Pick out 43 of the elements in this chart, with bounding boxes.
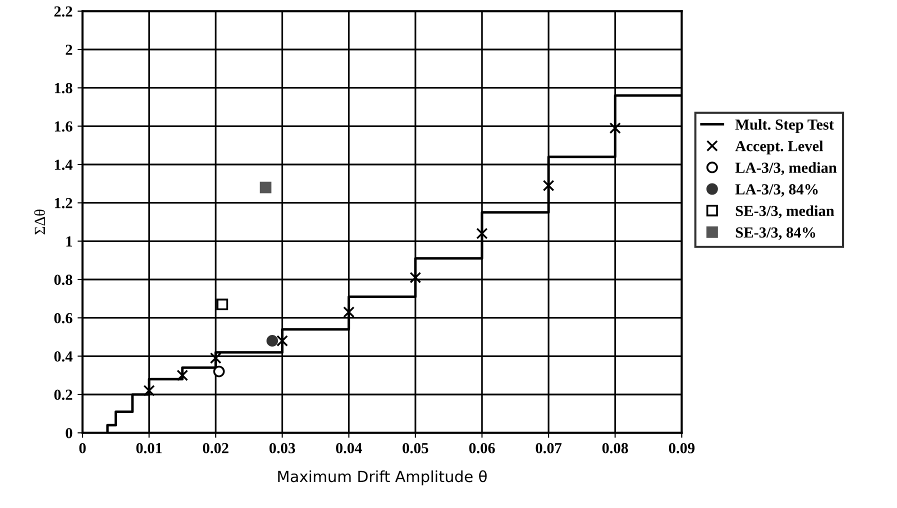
y-tick-label: 2.2 [54,6,72,17]
x-tick-label: 0.05 [402,442,428,454]
x-tick-label: 0.04 [336,442,362,454]
legend-label: SE-3/3, median [736,205,834,218]
point [210,352,222,364]
x-tick-label: 0.06 [469,442,495,454]
x-tick-label: 0.09 [668,442,695,454]
y-tick-label: 1 [66,236,72,246]
point [609,122,621,134]
point [216,298,228,310]
x-tick-label: 0.07 [536,442,562,454]
legend-label: LA-3/3, 84% [735,184,818,197]
legend-label: SE-3/3, 84% [736,227,816,240]
y-tick-label: 0.6 [54,312,72,324]
y-tick-label: 2 [66,44,72,55]
point [266,335,278,347]
y-tick-label: 0 [66,428,72,438]
y-axis-title: ΣΔθ [34,210,46,234]
point [260,182,272,194]
legend-label: LA-3/3, median [735,162,837,176]
y-tick-label: 0.4 [54,351,73,362]
legend-label: Mult. Step Test [735,118,834,133]
x-tick-label: 0.08 [602,442,628,454]
y-tick-label: 0.2 [54,390,72,400]
point [213,366,225,378]
x-axis-title: Maximum Drift Amplitude θ [278,470,487,486]
x-tick-label: 0.01 [136,442,162,454]
y-tick-label: 1.4 [54,160,73,170]
point [542,180,554,192]
point [410,272,422,284]
y-tick-label: 1.6 [54,121,72,132]
point [276,335,288,347]
point [343,306,355,318]
x-tick-label: 0.03 [269,442,296,454]
x-tick-label: 0.02 [202,442,228,454]
legend-label: Accept. Level [735,140,824,154]
point [143,384,155,396]
y-tick-label: 1.2 [54,198,72,208]
point [176,370,188,382]
x-tick-label: 0 [79,442,86,454]
y-tick-label: 1.8 [54,82,72,94]
point [476,228,488,240]
y-tick-label: 0.8 [54,274,72,286]
